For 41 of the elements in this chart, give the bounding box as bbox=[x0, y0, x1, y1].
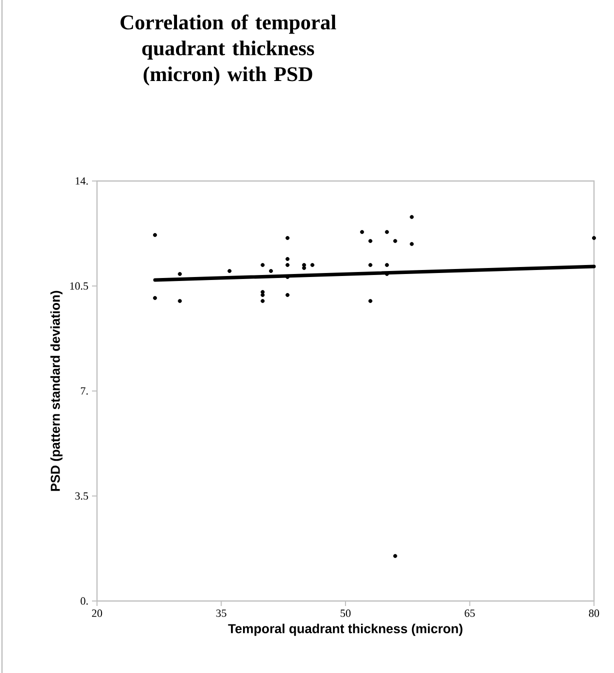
x-axis-title: Temporal quadrant thickness (micron) bbox=[228, 624, 462, 636]
point bbox=[368, 299, 372, 303]
y-tick-label: 3.5 bbox=[75, 492, 88, 500]
x-tick-label: 65 bbox=[464, 610, 475, 617]
point bbox=[302, 266, 306, 270]
x-tick-label: 50 bbox=[340, 610, 351, 617]
point bbox=[384, 263, 389, 267]
y-axis-title: PSD (pattern standard deviation) bbox=[50, 290, 62, 491]
point bbox=[260, 299, 265, 303]
point bbox=[592, 236, 596, 240]
point bbox=[410, 215, 414, 219]
point bbox=[302, 263, 306, 267]
point bbox=[260, 263, 265, 267]
point bbox=[368, 239, 372, 243]
y-tick-label: 7. bbox=[80, 387, 88, 395]
point bbox=[286, 236, 290, 240]
point bbox=[410, 242, 414, 246]
point bbox=[260, 293, 265, 297]
x-tick-label: 35 bbox=[216, 610, 226, 617]
point bbox=[178, 299, 182, 303]
point bbox=[384, 230, 389, 234]
y-tick-label: 0. bbox=[80, 597, 88, 605]
point bbox=[268, 269, 273, 273]
point bbox=[360, 230, 364, 234]
point bbox=[286, 257, 290, 261]
x-tick-label: 80 bbox=[588, 610, 600, 617]
point bbox=[178, 272, 182, 276]
y-tick-label: 10.5 bbox=[70, 282, 88, 290]
chart-title: Correlation of temporal quadrant thickness (micron) with PSD bbox=[120, 14, 336, 86]
point bbox=[286, 293, 290, 297]
point bbox=[310, 263, 314, 267]
x-tick-label: 20 bbox=[92, 610, 102, 617]
point bbox=[152, 233, 157, 237]
point bbox=[260, 290, 265, 294]
point bbox=[368, 263, 372, 267]
point bbox=[152, 296, 157, 300]
y-tick-label: 14. bbox=[76, 177, 88, 185]
point bbox=[393, 554, 398, 558]
point bbox=[228, 269, 232, 273]
point bbox=[393, 239, 398, 243]
point bbox=[286, 263, 290, 267]
